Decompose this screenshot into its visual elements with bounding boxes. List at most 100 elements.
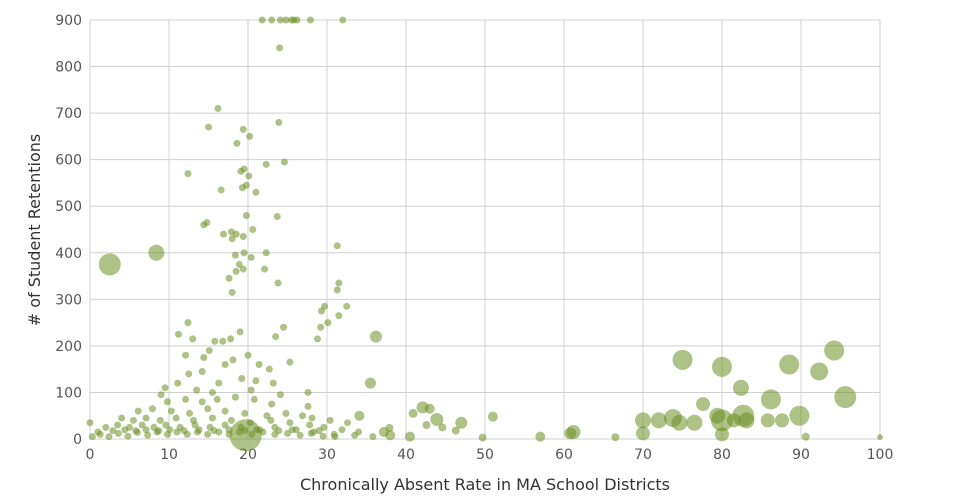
data-point: [217, 186, 225, 194]
data-point: [268, 400, 276, 408]
x-tick-label: 60: [555, 447, 573, 463]
data-point: [711, 409, 733, 432]
data-point: [250, 395, 258, 403]
data-point: [779, 354, 800, 375]
data-point: [231, 393, 239, 401]
data-point: [221, 421, 229, 429]
data-point: [200, 221, 208, 229]
data-point: [228, 235, 236, 243]
data-point: [810, 362, 829, 381]
data-point: [712, 356, 732, 377]
data-point: [317, 307, 325, 315]
data-point: [422, 421, 431, 430]
data-point: [238, 374, 246, 382]
data-point: [308, 414, 316, 422]
data-point: [229, 419, 262, 452]
data-point: [193, 386, 201, 394]
data-point: [319, 432, 327, 440]
data-point: [245, 172, 253, 180]
data-point: [252, 377, 260, 385]
data-point: [304, 388, 312, 396]
data-point: [157, 391, 165, 399]
data-point: [148, 405, 156, 413]
data-point: [172, 414, 180, 422]
data-point: [86, 419, 94, 427]
data-point: [204, 405, 212, 413]
data-point: [184, 319, 192, 327]
data-point: [369, 330, 382, 343]
y-tick-label: 0: [73, 432, 82, 448]
data-point: [273, 212, 281, 220]
data-point: [333, 242, 341, 250]
data-point: [239, 232, 247, 240]
data-point: [109, 427, 117, 435]
data-point: [191, 421, 199, 429]
data-point: [129, 416, 137, 424]
data-point: [369, 433, 377, 441]
data-point: [344, 419, 352, 427]
data-point: [306, 16, 314, 24]
data-point: [173, 428, 181, 436]
data-point: [416, 401, 429, 414]
data-point: [280, 323, 288, 331]
data-point: [280, 158, 288, 166]
data-point: [338, 426, 346, 434]
y-tick-label: 800: [55, 60, 82, 76]
data-point: [186, 409, 194, 417]
data-point: [775, 413, 790, 428]
x-tick-label: 30: [318, 447, 336, 463]
data-point: [314, 335, 322, 343]
y-tick-label: 200: [55, 339, 82, 355]
data-point: [221, 361, 229, 369]
data-point: [221, 407, 229, 415]
data-point: [267, 416, 275, 424]
data-point: [478, 433, 487, 442]
data-point: [118, 414, 126, 422]
data-point: [801, 432, 810, 441]
x-axis-label: Chronically Absent Rate in MA School Dis…: [300, 475, 670, 494]
data-point: [635, 412, 651, 429]
data-point: [354, 410, 365, 421]
data-point: [307, 429, 315, 437]
data-point: [256, 426, 264, 434]
data-point: [214, 104, 222, 112]
data-point: [225, 274, 233, 282]
data-point: [227, 416, 235, 424]
data-point: [282, 409, 290, 417]
data-point: [162, 421, 170, 429]
data-point: [286, 419, 294, 427]
axis-ticks: 0 10 20 30 40 50 60 70 80 90 100010020030040050060…: [55, 13, 893, 463]
data-point: [142, 414, 150, 422]
data-point: [252, 188, 260, 196]
data-point: [124, 432, 132, 440]
data-point: [636, 426, 650, 441]
data-point: [166, 426, 174, 434]
data-point: [335, 279, 343, 287]
data-point: [487, 411, 498, 422]
data-point: [276, 391, 284, 399]
data-point: [232, 230, 240, 238]
data-point: [535, 431, 546, 442]
data-point: [210, 427, 218, 435]
data-point: [326, 416, 334, 424]
data-point: [144, 431, 152, 439]
data-point: [205, 123, 212, 131]
data-point: [185, 370, 193, 378]
data-point: [824, 340, 845, 361]
grid-lines: [89, 19, 881, 440]
data-point: [275, 118, 283, 126]
x-tick-label: 10: [160, 447, 178, 463]
data-point: [296, 431, 304, 439]
data-point: [204, 430, 212, 438]
data-point: [284, 429, 291, 437]
y-tick-label: 700: [55, 106, 82, 122]
data-point: [262, 160, 270, 168]
data-point: [148, 244, 165, 261]
data-point: [293, 16, 301, 24]
data-point: [335, 312, 343, 320]
data-point: [715, 427, 729, 442]
data-point: [241, 427, 249, 435]
data-point: [276, 44, 284, 52]
data-point: [272, 333, 280, 341]
